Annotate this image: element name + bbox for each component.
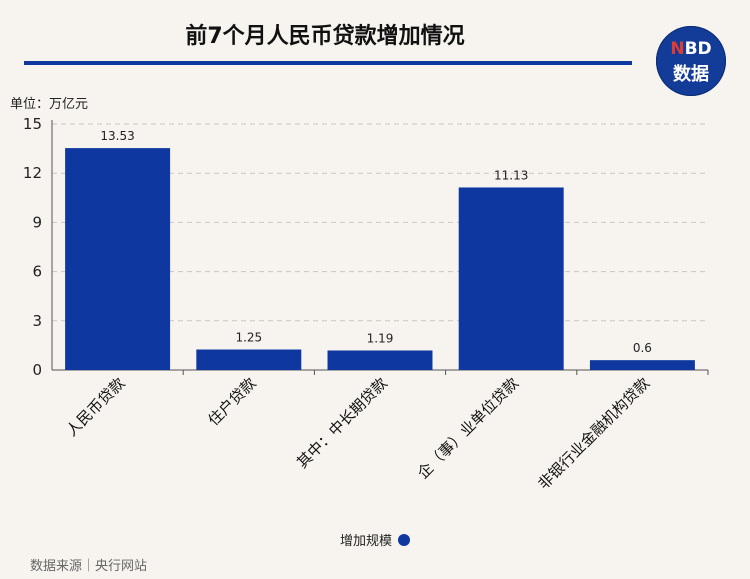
data-label: 13.53 (100, 129, 134, 143)
source-note: 数据来源｜央行网站 (30, 559, 148, 574)
legend-swatch (398, 534, 410, 546)
chart-title: 前7个月人民币贷款增加情况 (185, 24, 465, 49)
logo-text-top: NBD (670, 39, 712, 59)
y-tick-label: 15 (23, 115, 42, 133)
x-tick-label: 企（事）业单位贷款 (414, 374, 522, 482)
x-tick-label: 非银行业金融机构贷款 (534, 374, 653, 493)
bar (458, 187, 564, 370)
y-tick-label: 0 (32, 361, 42, 379)
data-label: 1.19 (367, 331, 394, 345)
x-tick-label: 住户贷款 (204, 374, 259, 429)
nbd-logo: NBD 数据 (656, 26, 726, 96)
data-label: 0.6 (633, 341, 652, 355)
y-tick-label: 3 (32, 312, 42, 330)
y-tick-label: 12 (23, 164, 42, 182)
data-label: 1.25 (235, 331, 262, 345)
bar (589, 360, 695, 370)
title-underline (24, 61, 632, 65)
data-label: 11.13 (494, 168, 528, 182)
logo-text-bottom: 数据 (673, 64, 709, 85)
x-tick-label: 人民币贷款 (63, 374, 129, 440)
x-tick-label: 其中：中长期贷款 (293, 374, 391, 472)
bar (196, 349, 302, 370)
unit-label: 单位：万亿元 (10, 97, 89, 112)
y-tick-label: 9 (32, 213, 42, 231)
y-tick-label: 6 (32, 263, 42, 281)
legend: 增加规模 (0, 530, 750, 549)
bar (327, 350, 433, 370)
bar (65, 148, 171, 370)
legend-label: 增加规模 (339, 534, 392, 549)
